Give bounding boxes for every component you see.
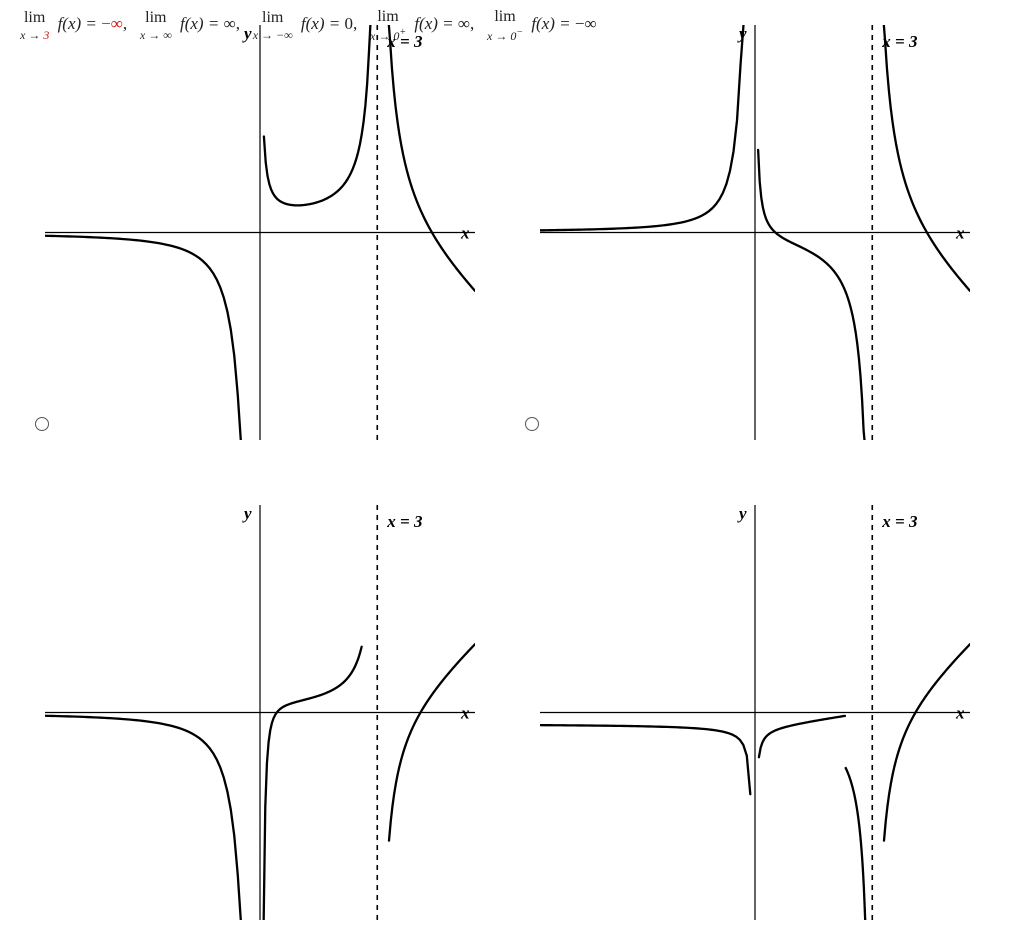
plot-D: y x x = 3	[540, 505, 970, 920]
plot-B: yxx = 3	[540, 25, 970, 440]
option-radio-B[interactable]	[525, 417, 539, 431]
svg-text:y: y	[242, 505, 252, 523]
svg-text:x: x	[460, 224, 470, 243]
plot-C: y x x = 3	[45, 505, 475, 920]
svg-text:x = 3: x = 3	[386, 32, 423, 51]
svg-text:x: x	[955, 224, 965, 243]
svg-text:x = 3: x = 3	[881, 512, 918, 531]
svg-text:y: y	[737, 505, 747, 523]
page: limx → 3 f(x) = −∞, limx → ∞ f(x) = ∞, l…	[0, 0, 1024, 935]
svg-text:x = 3: x = 3	[881, 32, 918, 51]
svg-text:x = 3: x = 3	[386, 512, 423, 531]
svg-text:y: y	[242, 25, 252, 43]
plot-A: y x x = 3	[45, 25, 475, 440]
svg-text:x: x	[955, 704, 965, 723]
svg-text:x: x	[460, 704, 470, 723]
